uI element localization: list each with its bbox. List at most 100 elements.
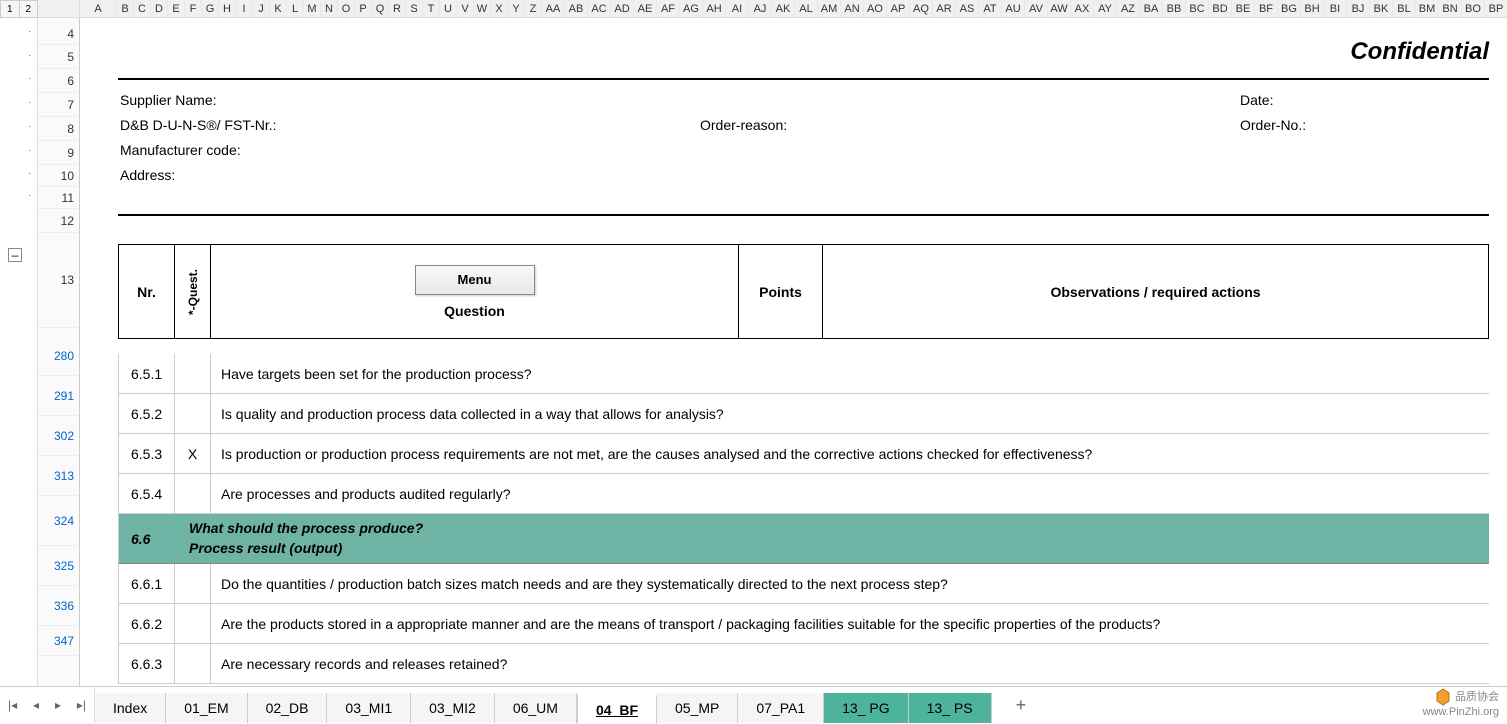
- column-header[interactable]: G: [202, 0, 219, 17]
- row-header[interactable]: 347: [38, 626, 79, 656]
- column-header[interactable]: BI: [1324, 0, 1347, 17]
- tab-nav-prev-icon[interactable]: ◂: [29, 698, 43, 712]
- tab-nav-next-icon[interactable]: ▸: [51, 698, 65, 712]
- sheet-tab[interactable]: 01_EM: [166, 693, 247, 723]
- sheet-tab[interactable]: 07_PA1: [738, 693, 824, 723]
- column-header[interactable]: H: [219, 0, 236, 17]
- question-row[interactable]: 6.6.2Are the products stored in a approp…: [118, 604, 1489, 644]
- row-header[interactable]: 13: [38, 233, 79, 328]
- column-header[interactable]: AC: [588, 0, 611, 17]
- column-header[interactable]: AH: [703, 0, 726, 17]
- column-header[interactable]: Z: [525, 0, 542, 17]
- sheet-tab[interactable]: 05_MP: [657, 693, 738, 723]
- row-header[interactable]: 7: [38, 93, 79, 117]
- column-header[interactable]: AK: [772, 0, 795, 17]
- row-header[interactable]: 325: [38, 546, 79, 586]
- column-header[interactable]: AR: [933, 0, 956, 17]
- row-header[interactable]: 313: [38, 456, 79, 496]
- row-header[interactable]: 324: [38, 496, 79, 546]
- column-header[interactable]: R: [389, 0, 406, 17]
- column-header[interactable]: BA: [1140, 0, 1163, 17]
- column-header[interactable]: AE: [634, 0, 657, 17]
- column-header[interactable]: J: [253, 0, 270, 17]
- menu-button[interactable]: Menu: [415, 265, 535, 295]
- question-row[interactable]: 6.5.2Is quality and production process d…: [118, 394, 1489, 434]
- column-header[interactable]: AN: [841, 0, 864, 17]
- sheet-tab[interactable]: 04_BF: [577, 694, 657, 724]
- tab-nav-last-icon[interactable]: ▸|: [73, 698, 90, 712]
- column-header[interactable]: D: [151, 0, 168, 17]
- sheet-tab[interactable]: 03_MI2: [411, 693, 495, 723]
- column-header[interactable]: M: [304, 0, 321, 17]
- row-header[interactable]: 336: [38, 586, 79, 626]
- row-header[interactable]: 8: [38, 117, 79, 141]
- question-row[interactable]: 6.5.3XIs production or production proces…: [118, 434, 1489, 474]
- sheet-tab[interactable]: 13_ PS: [909, 693, 992, 723]
- column-header[interactable]: I: [236, 0, 253, 17]
- column-header[interactable]: AT: [979, 0, 1002, 17]
- column-header[interactable]: AX: [1071, 0, 1094, 17]
- column-header[interactable]: AG: [680, 0, 703, 17]
- column-header[interactable]: AL: [795, 0, 818, 17]
- column-header[interactable]: BK: [1370, 0, 1393, 17]
- column-header[interactable]: BH: [1301, 0, 1324, 17]
- select-all-corner[interactable]: [38, 0, 80, 17]
- column-header[interactable]: AO: [864, 0, 887, 17]
- question-row[interactable]: 6.5.1Have targets been set for the produ…: [118, 354, 1489, 394]
- column-header[interactable]: BG: [1278, 0, 1301, 17]
- column-header[interactable]: C: [134, 0, 151, 17]
- column-header[interactable]: A: [80, 0, 117, 17]
- column-header[interactable]: AY: [1094, 0, 1117, 17]
- column-header[interactable]: BJ: [1347, 0, 1370, 17]
- sheet-tab[interactable]: 03_MI1: [327, 693, 411, 723]
- outline-collapse-icon[interactable]: –: [8, 248, 22, 262]
- row-header[interactable]: 302: [38, 416, 79, 456]
- column-header[interactable]: U: [440, 0, 457, 17]
- row-header[interactable]: 12: [38, 209, 79, 233]
- column-header[interactable]: V: [457, 0, 474, 17]
- column-header[interactable]: AD: [611, 0, 634, 17]
- add-sheet-button[interactable]: +: [992, 689, 1051, 722]
- column-header[interactable]: AI: [726, 0, 749, 17]
- sheet-tab[interactable]: 02_DB: [248, 693, 328, 723]
- column-header[interactable]: AJ: [749, 0, 772, 17]
- column-header[interactable]: AM: [818, 0, 841, 17]
- row-header[interactable]: 6: [38, 69, 79, 93]
- column-header[interactable]: B: [117, 0, 134, 17]
- row-header[interactable]: 280: [38, 336, 79, 376]
- column-header[interactable]: T: [423, 0, 440, 17]
- column-header[interactable]: AZ: [1117, 0, 1140, 17]
- outline-level-1[interactable]: 1: [1, 1, 20, 17]
- row-header[interactable]: 291: [38, 376, 79, 416]
- row-header[interactable]: 9: [38, 141, 79, 165]
- row-header[interactable]: 11: [38, 187, 79, 209]
- column-header[interactable]: BL: [1393, 0, 1416, 17]
- question-row[interactable]: 6.6.1Do the quantities / production batc…: [118, 564, 1489, 604]
- column-header[interactable]: X: [491, 0, 508, 17]
- column-header[interactable]: BD: [1209, 0, 1232, 17]
- column-header[interactable]: AU: [1002, 0, 1025, 17]
- column-header[interactable]: L: [287, 0, 304, 17]
- column-header[interactable]: AW: [1048, 0, 1071, 17]
- column-header[interactable]: K: [270, 0, 287, 17]
- column-header[interactable]: AQ: [910, 0, 933, 17]
- column-header[interactable]: AS: [956, 0, 979, 17]
- column-header[interactable]: S: [406, 0, 423, 17]
- row-header[interactable]: 5: [38, 45, 79, 69]
- column-header[interactable]: BP: [1485, 0, 1507, 17]
- column-header[interactable]: BN: [1439, 0, 1462, 17]
- column-header[interactable]: BF: [1255, 0, 1278, 17]
- column-header[interactable]: BO: [1462, 0, 1485, 17]
- column-header[interactable]: E: [168, 0, 185, 17]
- column-header[interactable]: F: [185, 0, 202, 17]
- column-header[interactable]: Q: [372, 0, 389, 17]
- column-header[interactable]: W: [474, 0, 491, 17]
- column-header[interactable]: AB: [565, 0, 588, 17]
- sheet-tab[interactable]: Index: [95, 693, 166, 723]
- column-header[interactable]: AV: [1025, 0, 1048, 17]
- column-header[interactable]: O: [338, 0, 355, 17]
- column-header[interactable]: BE: [1232, 0, 1255, 17]
- column-header[interactable]: P: [355, 0, 372, 17]
- column-header[interactable]: AA: [542, 0, 565, 17]
- row-header[interactable]: 10: [38, 165, 79, 187]
